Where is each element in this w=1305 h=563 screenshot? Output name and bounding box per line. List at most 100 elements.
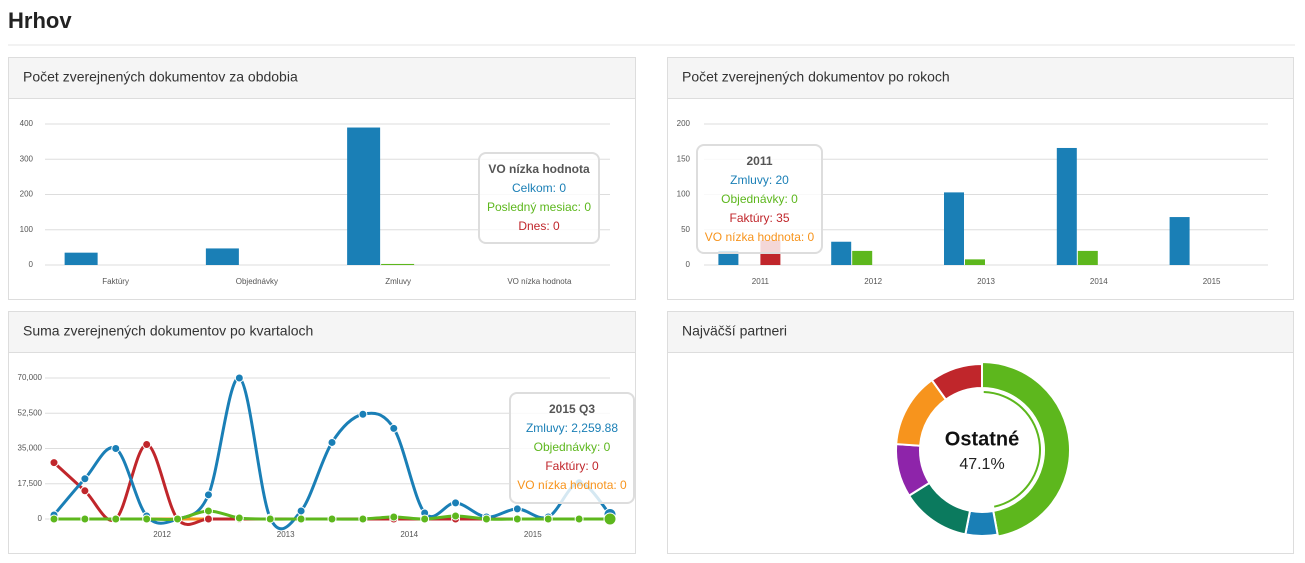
tooltip: [478, 152, 600, 244]
bar: [205, 248, 239, 265]
point: [49, 458, 59, 468]
point: [543, 514, 553, 524]
point: [389, 423, 399, 433]
y-tick-label: 200: [20, 190, 34, 199]
y-tick-label: 0: [29, 260, 34, 269]
y-tick-label: 52,500: [18, 408, 43, 417]
tooltip-line: Zmluvy: 20: [730, 173, 789, 187]
point: [111, 514, 121, 524]
panel: Najväčší partneri: [667, 311, 1294, 554]
point: [512, 504, 522, 514]
point: [142, 514, 152, 524]
point: [574, 514, 584, 524]
point: [173, 514, 183, 524]
y-tick-label: 100: [20, 225, 34, 234]
x-tick-label: Zmluvy: [385, 277, 411, 286]
point: [358, 514, 368, 524]
point: [451, 511, 461, 521]
bar: [64, 252, 98, 265]
panel-title: Počet zverejnených dokumentov po rokoch: [682, 69, 950, 85]
tooltip-title: 2015 Q3: [549, 402, 595, 416]
y-tick-label: 0: [38, 514, 43, 523]
y-tick-label: 100: [677, 190, 691, 199]
point: [296, 506, 306, 516]
y-tick-label: 17,500: [18, 479, 43, 488]
bar: [1169, 217, 1190, 265]
point: [234, 373, 244, 383]
tooltip-line: Zmluvy: 2,259.88: [526, 421, 618, 435]
x-tick-label: 2014: [400, 530, 418, 539]
point: [80, 474, 90, 484]
y-tick-label: 70,000: [18, 373, 43, 382]
bar: [718, 250, 739, 265]
panel-title: Počet zverejnených dokumentov za obdobia: [23, 69, 298, 85]
point: [512, 514, 522, 524]
x-tick-label: VO nízka hodnota: [507, 277, 572, 286]
y-tick-label: 150: [677, 154, 691, 163]
bar: [944, 192, 964, 265]
y-tick-label: 300: [20, 154, 34, 163]
y-tick-label: 0: [686, 260, 691, 269]
point: [80, 486, 90, 496]
bar: [965, 259, 985, 265]
x-tick-label: 2015: [524, 530, 542, 539]
x-tick-label: 2013: [277, 530, 295, 539]
donut-segment: [930, 362, 983, 402]
tooltip-line: Faktúry: 35: [729, 211, 789, 225]
point: [451, 498, 461, 508]
point: [80, 514, 90, 524]
center-value: 47.1%: [959, 456, 1004, 473]
point: [358, 409, 368, 419]
x-tick-label: 2015: [1203, 277, 1221, 286]
point: [234, 513, 244, 523]
point: [603, 512, 617, 526]
bar: [1077, 250, 1098, 265]
y-tick-label: 400: [20, 119, 34, 128]
tooltip-line: Celkom: 0: [512, 181, 566, 195]
bar: [1056, 147, 1077, 265]
y-tick-label: 200: [677, 119, 691, 128]
x-tick-label: 2012: [153, 530, 171, 539]
tooltip-title: VO nízka hodnota: [488, 162, 590, 176]
point: [49, 514, 59, 524]
point: [203, 490, 213, 500]
tooltip-line: VO nízka hodnota: 0: [705, 230, 815, 244]
point: [327, 437, 337, 447]
x-tick-label: Faktúry: [102, 277, 129, 286]
x-tick-label: 2012: [864, 277, 882, 286]
tooltip: [509, 392, 635, 504]
x-tick-label: 2014: [1090, 277, 1108, 286]
point: [481, 514, 491, 524]
panel-title: Suma zverejnených dokumentov po kvartalo…: [23, 323, 313, 339]
x-tick-label: Objednávky: [236, 277, 278, 286]
bar: [347, 127, 381, 266]
point: [265, 514, 275, 524]
tooltip-line: VO nízka hodnota: 0: [517, 478, 627, 492]
tooltip-line: Dnes: 0: [518, 219, 560, 233]
panel-title: Najväčší partneri: [682, 323, 787, 339]
x-tick-label: 2013: [977, 277, 995, 286]
bar: [831, 241, 852, 265]
y-tick-label: 35,000: [18, 444, 43, 453]
panel: Počet zverejnených dokumentov za obdobia: [8, 57, 636, 300]
page-title: Hrhov: [8, 8, 72, 33]
tooltip: [696, 144, 823, 254]
point: [327, 514, 337, 524]
tooltip-line: Faktúry: 0: [545, 459, 599, 473]
point: [203, 506, 213, 516]
bar: [852, 250, 873, 265]
point: [203, 514, 213, 524]
y-tick-label: 50: [681, 225, 690, 234]
bar: [381, 263, 415, 265]
tooltip-line: Objednávky: 0: [534, 440, 611, 454]
tooltip-line: Objednávky: 0: [721, 192, 798, 206]
point: [389, 512, 399, 522]
tooltip-line: Posledný mesiac: 0: [487, 200, 591, 214]
center-label: Ostatné: [945, 428, 1019, 450]
highlight-ring: [983, 391, 1041, 508]
point: [142, 439, 152, 449]
donut-segment: [981, 360, 1071, 538]
point: [111, 444, 121, 453]
tooltip-title: 2011: [746, 154, 772, 168]
